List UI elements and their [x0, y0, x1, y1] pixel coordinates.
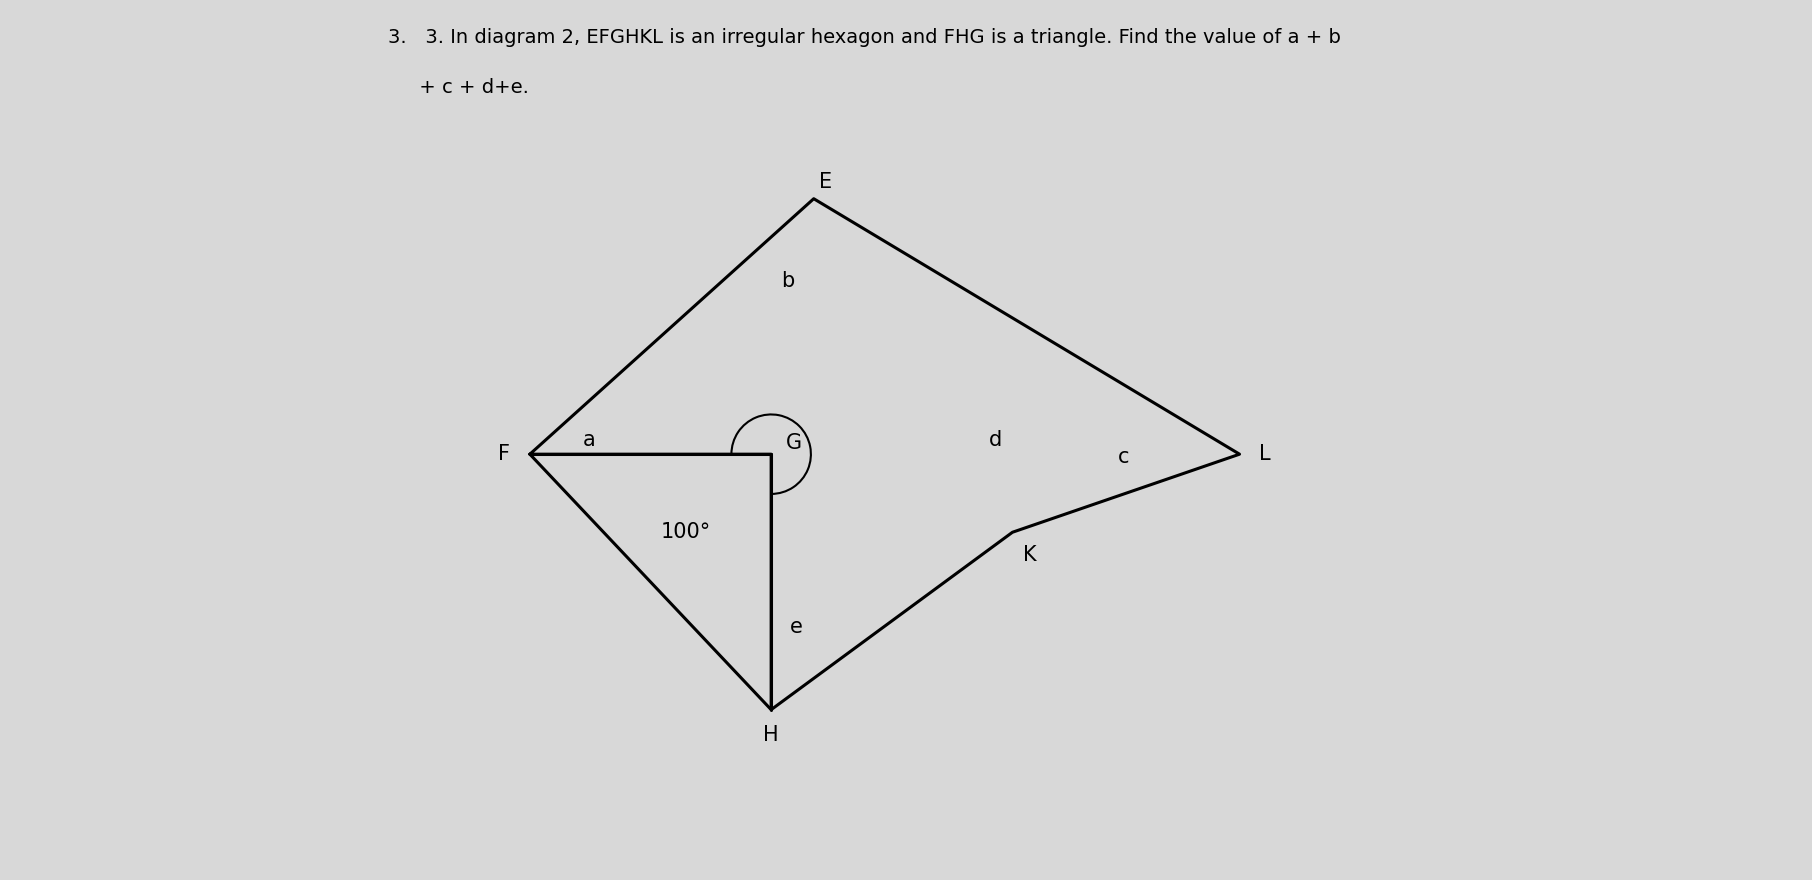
Text: G: G [786, 433, 803, 453]
Text: F: F [498, 444, 511, 464]
Text: c: c [1118, 447, 1129, 467]
Text: d: d [989, 430, 1002, 450]
Text: K: K [1022, 545, 1036, 565]
Text: e: e [790, 618, 803, 637]
Text: a: a [583, 430, 596, 450]
Text: + c + d+e.: + c + d+e. [388, 78, 529, 97]
Text: b: b [781, 271, 795, 291]
Text: L: L [1259, 444, 1270, 464]
Text: 3.   3. In diagram 2, EFGHKL is an irregular hexagon and FHG is a triangle. Find: 3. 3. In diagram 2, EFGHKL is an irregul… [388, 28, 1341, 48]
Text: E: E [819, 172, 832, 192]
Text: 100°: 100° [661, 522, 710, 542]
Text: H: H [763, 725, 779, 745]
